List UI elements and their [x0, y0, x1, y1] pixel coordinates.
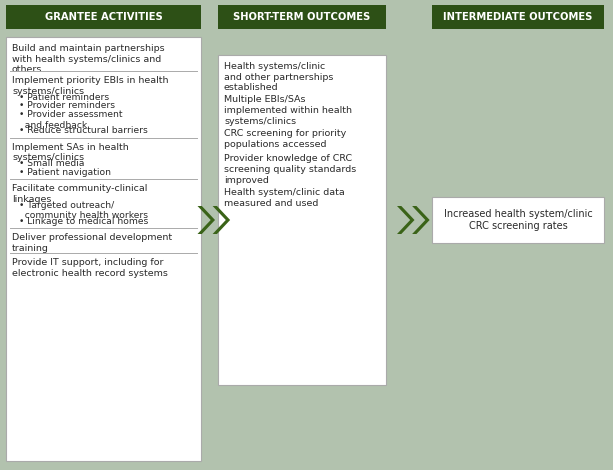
Text: Build and maintain partnerships
with health systems/clinics and
others: Build and maintain partnerships with hea… [12, 44, 165, 75]
Text: • Patient navigation: • Patient navigation [19, 168, 111, 177]
Polygon shape [412, 206, 430, 234]
Text: • Small media: • Small media [19, 159, 85, 168]
Polygon shape [213, 206, 230, 234]
Text: Facilitate community-clinical
linkages: Facilitate community-clinical linkages [12, 184, 147, 204]
Text: INTERMEDIATE OUTCOMES: INTERMEDIATE OUTCOMES [443, 12, 593, 22]
Text: • Provider reminders: • Provider reminders [19, 102, 115, 110]
Text: • Reduce structural barriers: • Reduce structural barriers [19, 126, 148, 135]
Text: SHORT-TERM OUTCOMES: SHORT-TERM OUTCOMES [234, 12, 371, 22]
Text: Increased health system/clinic
CRC screening rates: Increased health system/clinic CRC scree… [444, 209, 592, 231]
FancyBboxPatch shape [6, 37, 201, 461]
Text: Health system/clinic data
measured and used: Health system/clinic data measured and u… [224, 188, 345, 208]
Text: Provider knowledge of CRC
screening quality standards
improved: Provider knowledge of CRC screening qual… [224, 155, 356, 185]
Text: • Patient reminders: • Patient reminders [19, 93, 109, 102]
Text: Provide IT support, including for
electronic health record systems: Provide IT support, including for electr… [12, 258, 168, 278]
Text: Deliver professional development
training: Deliver professional development trainin… [12, 233, 172, 253]
FancyBboxPatch shape [218, 5, 386, 29]
Text: GRANTEE ACTIVITIES: GRANTEE ACTIVITIES [45, 12, 162, 22]
Text: • Provider assessment
  and feedback: • Provider assessment and feedback [19, 110, 123, 130]
Text: Implement SAs in health
systems/clinics: Implement SAs in health systems/clinics [12, 142, 129, 162]
Polygon shape [197, 206, 215, 234]
FancyBboxPatch shape [432, 5, 604, 29]
Text: • Targeted outreach/
  community health workers: • Targeted outreach/ community health wo… [19, 201, 148, 220]
FancyBboxPatch shape [6, 5, 201, 29]
Text: • Linkage to medical homes: • Linkage to medical homes [19, 217, 148, 226]
FancyBboxPatch shape [432, 197, 604, 243]
Text: CRC screening for priority
populations accessed: CRC screening for priority populations a… [224, 129, 346, 149]
Polygon shape [397, 206, 414, 234]
Text: Multiple EBIs/SAs
implemented within health
systems/clinics: Multiple EBIs/SAs implemented within hea… [224, 95, 352, 126]
FancyBboxPatch shape [218, 55, 386, 385]
Text: Health systems/clinic
and other partnerships
established: Health systems/clinic and other partners… [224, 62, 333, 93]
Text: Implement priority EBIs in health
systems/clinics: Implement priority EBIs in health system… [12, 77, 169, 96]
